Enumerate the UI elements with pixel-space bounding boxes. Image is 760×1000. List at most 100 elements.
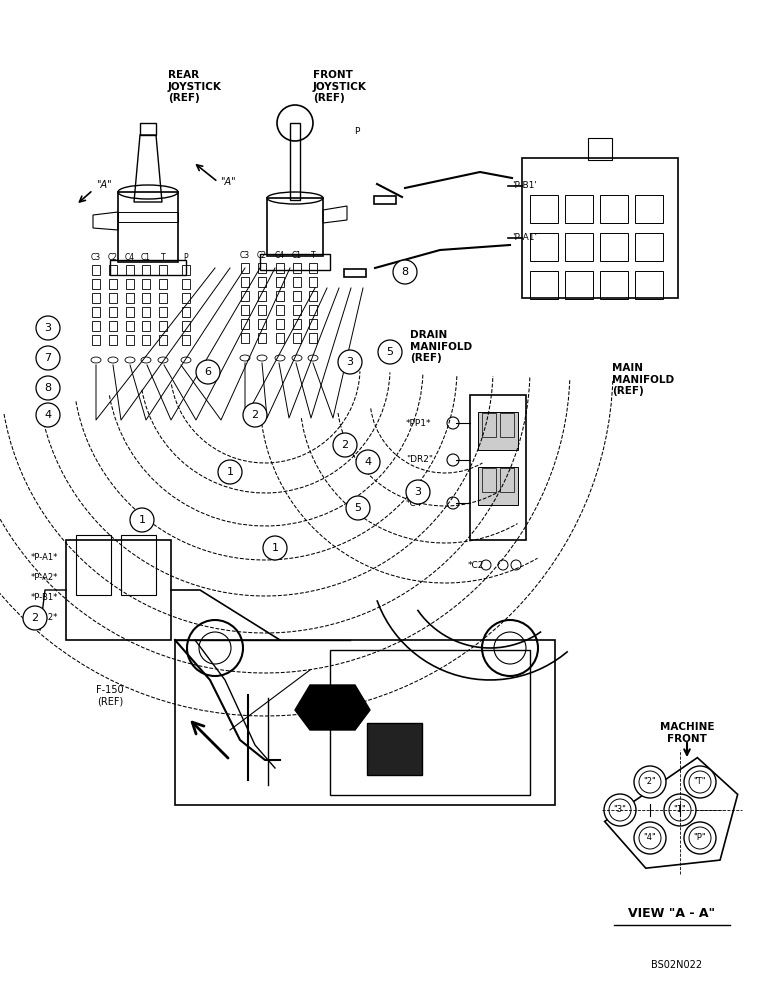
Circle shape <box>684 766 716 798</box>
Text: 2: 2 <box>341 440 349 450</box>
Bar <box>118 212 178 222</box>
Bar <box>522 158 678 298</box>
Bar <box>293 333 301 343</box>
Bar <box>142 307 150 317</box>
Bar <box>258 333 266 343</box>
Bar <box>267 198 323 256</box>
Bar <box>309 277 317 287</box>
Bar <box>182 265 190 275</box>
Bar <box>530 195 558 223</box>
Text: MAIN
MANIFOLD
(REF): MAIN MANIFOLD (REF) <box>612 363 674 396</box>
Text: "2": "2" <box>644 778 657 786</box>
Circle shape <box>196 360 220 384</box>
Bar <box>309 319 317 329</box>
Bar <box>600 271 628 299</box>
Text: C4: C4 <box>125 253 135 262</box>
Circle shape <box>36 346 60 370</box>
Bar <box>142 335 150 345</box>
Bar <box>293 291 301 301</box>
Bar <box>258 277 266 287</box>
Bar <box>241 263 249 273</box>
Text: *P-A2*: *P-A2* <box>30 574 58 582</box>
Bar <box>367 723 422 775</box>
Text: 8: 8 <box>401 267 409 277</box>
Bar <box>290 123 300 200</box>
Bar <box>109 321 117 331</box>
Circle shape <box>130 508 154 532</box>
Bar <box>500 413 514 437</box>
Bar <box>121 535 156 595</box>
Bar <box>309 263 317 273</box>
Bar <box>126 307 134 317</box>
Bar <box>76 535 111 595</box>
Text: C3: C3 <box>91 253 101 262</box>
Circle shape <box>684 822 716 854</box>
Circle shape <box>36 376 60 400</box>
Circle shape <box>378 340 402 364</box>
Text: 5: 5 <box>387 347 394 357</box>
Bar <box>478 467 518 505</box>
Bar <box>241 333 249 343</box>
Bar <box>92 321 100 331</box>
Bar <box>92 335 100 345</box>
Bar <box>109 335 117 345</box>
Bar <box>344 269 366 277</box>
Text: P: P <box>354 127 359 136</box>
Circle shape <box>634 822 666 854</box>
Text: 1: 1 <box>138 515 145 525</box>
Bar <box>159 335 167 345</box>
Bar <box>600 233 628 261</box>
Bar <box>293 319 301 329</box>
Text: "4": "4" <box>644 834 657 842</box>
Text: C3: C3 <box>240 251 250 260</box>
Text: 'P-A1': 'P-A1' <box>512 233 537 242</box>
Bar <box>159 293 167 303</box>
Bar <box>126 279 134 289</box>
Bar <box>276 333 284 343</box>
Text: 'P-B1': 'P-B1' <box>512 182 537 190</box>
Circle shape <box>406 480 430 504</box>
Bar <box>470 395 526 540</box>
Bar <box>182 293 190 303</box>
Text: "A": "A" <box>96 180 112 190</box>
Bar <box>482 468 496 492</box>
Bar <box>276 319 284 329</box>
Text: FRONT
JOYSTICK
(REF): FRONT JOYSTICK (REF) <box>313 70 367 103</box>
Bar <box>635 233 663 261</box>
Bar <box>142 279 150 289</box>
Text: "P": "P" <box>694 834 706 842</box>
Bar <box>159 265 167 275</box>
Bar <box>182 279 190 289</box>
Bar <box>293 305 301 315</box>
Bar <box>600 195 628 223</box>
Circle shape <box>333 433 357 457</box>
Circle shape <box>23 606 47 630</box>
Bar <box>276 277 284 287</box>
Bar <box>159 279 167 289</box>
Bar <box>374 196 396 204</box>
Circle shape <box>664 794 696 826</box>
Circle shape <box>356 450 380 474</box>
Text: 6: 6 <box>204 367 211 377</box>
Bar <box>276 291 284 301</box>
Text: T: T <box>311 251 315 260</box>
Text: 4: 4 <box>365 457 372 467</box>
Bar <box>258 305 266 315</box>
Bar <box>66 540 171 640</box>
Text: 3: 3 <box>414 487 422 497</box>
Text: *PP1*: *PP1* <box>406 418 432 428</box>
Bar <box>182 321 190 331</box>
Bar <box>109 279 117 289</box>
Text: MACHINE
FRONT: MACHINE FRONT <box>660 722 714 744</box>
Text: VIEW "A - A": VIEW "A - A" <box>629 907 716 920</box>
Bar <box>258 319 266 329</box>
Bar <box>142 321 150 331</box>
Bar <box>109 293 117 303</box>
Text: *P-A1*: *P-A1* <box>30 554 58 562</box>
Bar <box>565 271 593 299</box>
Bar <box>309 305 317 315</box>
Bar <box>241 291 249 301</box>
Text: 2: 2 <box>31 613 39 623</box>
Bar <box>241 319 249 329</box>
Bar <box>330 650 530 795</box>
